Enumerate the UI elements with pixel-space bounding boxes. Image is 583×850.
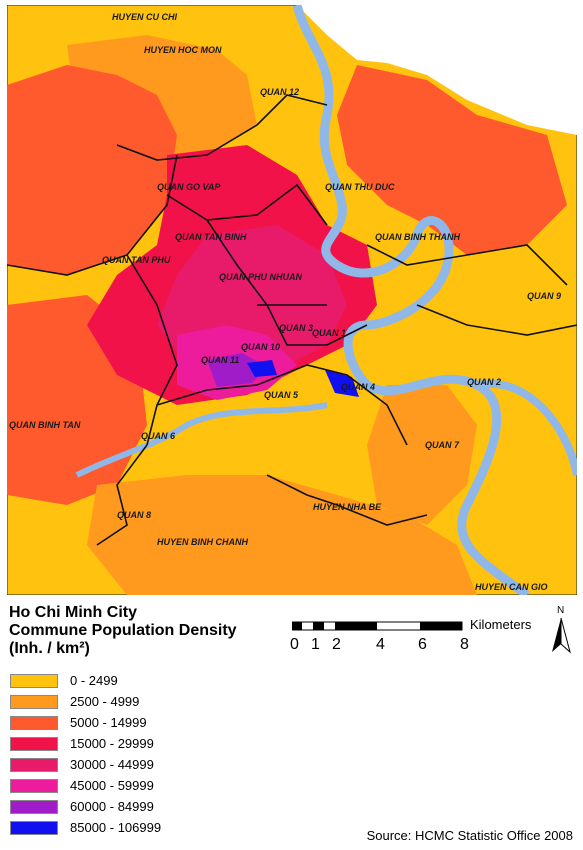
zone-5000-14999-north bbox=[7, 65, 177, 275]
zone-60000-84999 bbox=[207, 353, 267, 387]
label-quan-thu-duc: QUAN THU DUC bbox=[325, 182, 395, 192]
label-quan-8: QUAN 8 bbox=[117, 510, 151, 520]
label-quan-phu-nhuan: QUAN PHU NHUAN bbox=[219, 272, 303, 282]
legend-label: 30000 - 44999 bbox=[70, 757, 154, 772]
canal-south bbox=[75, 402, 328, 478]
north-arrow-icon bbox=[552, 618, 571, 654]
label-quan-2: QUAN 2 bbox=[467, 377, 501, 387]
legend-swatch bbox=[10, 820, 58, 835]
map-title-line-3: (Inh. / km²) bbox=[9, 640, 90, 657]
legend-item: 85000 - 106999 bbox=[10, 819, 161, 836]
legend-item: 60000 - 84999 bbox=[10, 798, 154, 815]
label-huyen-nha-be: HUYEN NHA BE bbox=[313, 502, 382, 512]
label-quan-7: QUAN 7 bbox=[425, 440, 460, 450]
label-quan-tan-binh: QUAN TAN BINH bbox=[175, 232, 247, 242]
outside-area bbox=[297, 5, 577, 135]
scale-bar bbox=[292, 621, 463, 631]
label-quan-12: QUAN 12 bbox=[260, 87, 299, 97]
map-title-line-1: Ho Chi Minh City bbox=[9, 604, 137, 621]
legend-swatch bbox=[10, 778, 58, 793]
legend-swatch bbox=[10, 673, 58, 688]
label-quan-9: QUAN 9 bbox=[527, 291, 561, 301]
zone-5000-14999-thuduc bbox=[337, 65, 567, 255]
label-huyen-binh-chanh: HUYEN BINH CHANH bbox=[157, 537, 249, 547]
scale-tick-8: 8 bbox=[460, 636, 469, 653]
north-label: N bbox=[557, 605, 565, 616]
legend-item: 2500 - 4999 bbox=[10, 693, 139, 710]
label-huyen-hoc-mon: HUYEN HOC MON bbox=[144, 45, 222, 55]
label-quan-binh-tan: QUAN BINH TAN bbox=[9, 420, 81, 430]
saigon-river bbox=[292, 5, 530, 595]
label-huyen-can-gio: HUYEN CAN GIO bbox=[475, 582, 548, 592]
label-quan-binh-thanh: QUAN BINH THANH bbox=[375, 232, 460, 242]
label-quan-3: QUAN 3 bbox=[279, 323, 313, 333]
source-credit: Source: HCMC Statistic Office 2008 bbox=[366, 828, 573, 843]
river-east bbox=[476, 379, 577, 476]
legend-label: 2500 - 4999 bbox=[70, 694, 140, 709]
legend-label: 45000 - 59999 bbox=[70, 778, 154, 793]
legend-swatch bbox=[10, 799, 58, 814]
scale-unit-label: Kilometers bbox=[470, 617, 532, 632]
legend-label: 0 - 2499 bbox=[70, 673, 118, 688]
map-title-line-2: Commune Population Density bbox=[9, 622, 237, 639]
label-huyen-cu-chi: HUYEN CU CHI bbox=[112, 12, 178, 22]
label-quan-11: QUAN 11 bbox=[201, 355, 239, 365]
scale-tick-1: 1 bbox=[311, 636, 320, 653]
scale-tick-0: 0 bbox=[290, 636, 299, 653]
label-quan-4: QUAN 4 bbox=[341, 382, 375, 392]
district-boundaries bbox=[7, 94, 577, 546]
legend-item: 45000 - 59999 bbox=[10, 777, 154, 794]
label-quan-tan-phu: QUAN TAN PHU bbox=[102, 255, 171, 265]
legend-item: 15000 - 29999 bbox=[10, 735, 154, 752]
legend-swatch bbox=[10, 715, 58, 730]
legend-swatch bbox=[10, 757, 58, 772]
scale-tick-6: 6 bbox=[418, 636, 427, 653]
population-density-map bbox=[7, 5, 577, 595]
label-quan-1: QUAN 1 bbox=[312, 328, 346, 338]
legend-item: 0 - 2499 bbox=[10, 672, 118, 689]
label-quan-10: QUAN 10 bbox=[241, 342, 280, 352]
scale-tick-4: 4 bbox=[376, 636, 385, 653]
legend-label: 60000 - 84999 bbox=[70, 799, 154, 814]
label-quan-5: QUAN 5 bbox=[264, 390, 299, 400]
legend-swatch bbox=[10, 736, 58, 751]
district-labels: HUYEN CU CHI HUYEN HOC MON QUAN 12 QUAN … bbox=[9, 12, 561, 592]
legend-label: 85000 - 106999 bbox=[70, 820, 162, 835]
legend-swatch bbox=[10, 694, 58, 709]
zone-85000-106999-b bbox=[247, 360, 277, 377]
legend-label: 15000 - 29999 bbox=[70, 736, 154, 751]
legend-item: 30000 - 44999 bbox=[10, 756, 154, 773]
label-quan-go-vap: QUAN GO VAP bbox=[157, 182, 221, 192]
legend-item: 5000 - 14999 bbox=[10, 714, 147, 731]
zone-2500-4999-south bbox=[87, 475, 477, 595]
scale-tick-2: 2 bbox=[332, 636, 341, 653]
label-quan-6: QUAN 6 bbox=[141, 431, 176, 441]
legend-label: 5000 - 14999 bbox=[70, 715, 147, 730]
